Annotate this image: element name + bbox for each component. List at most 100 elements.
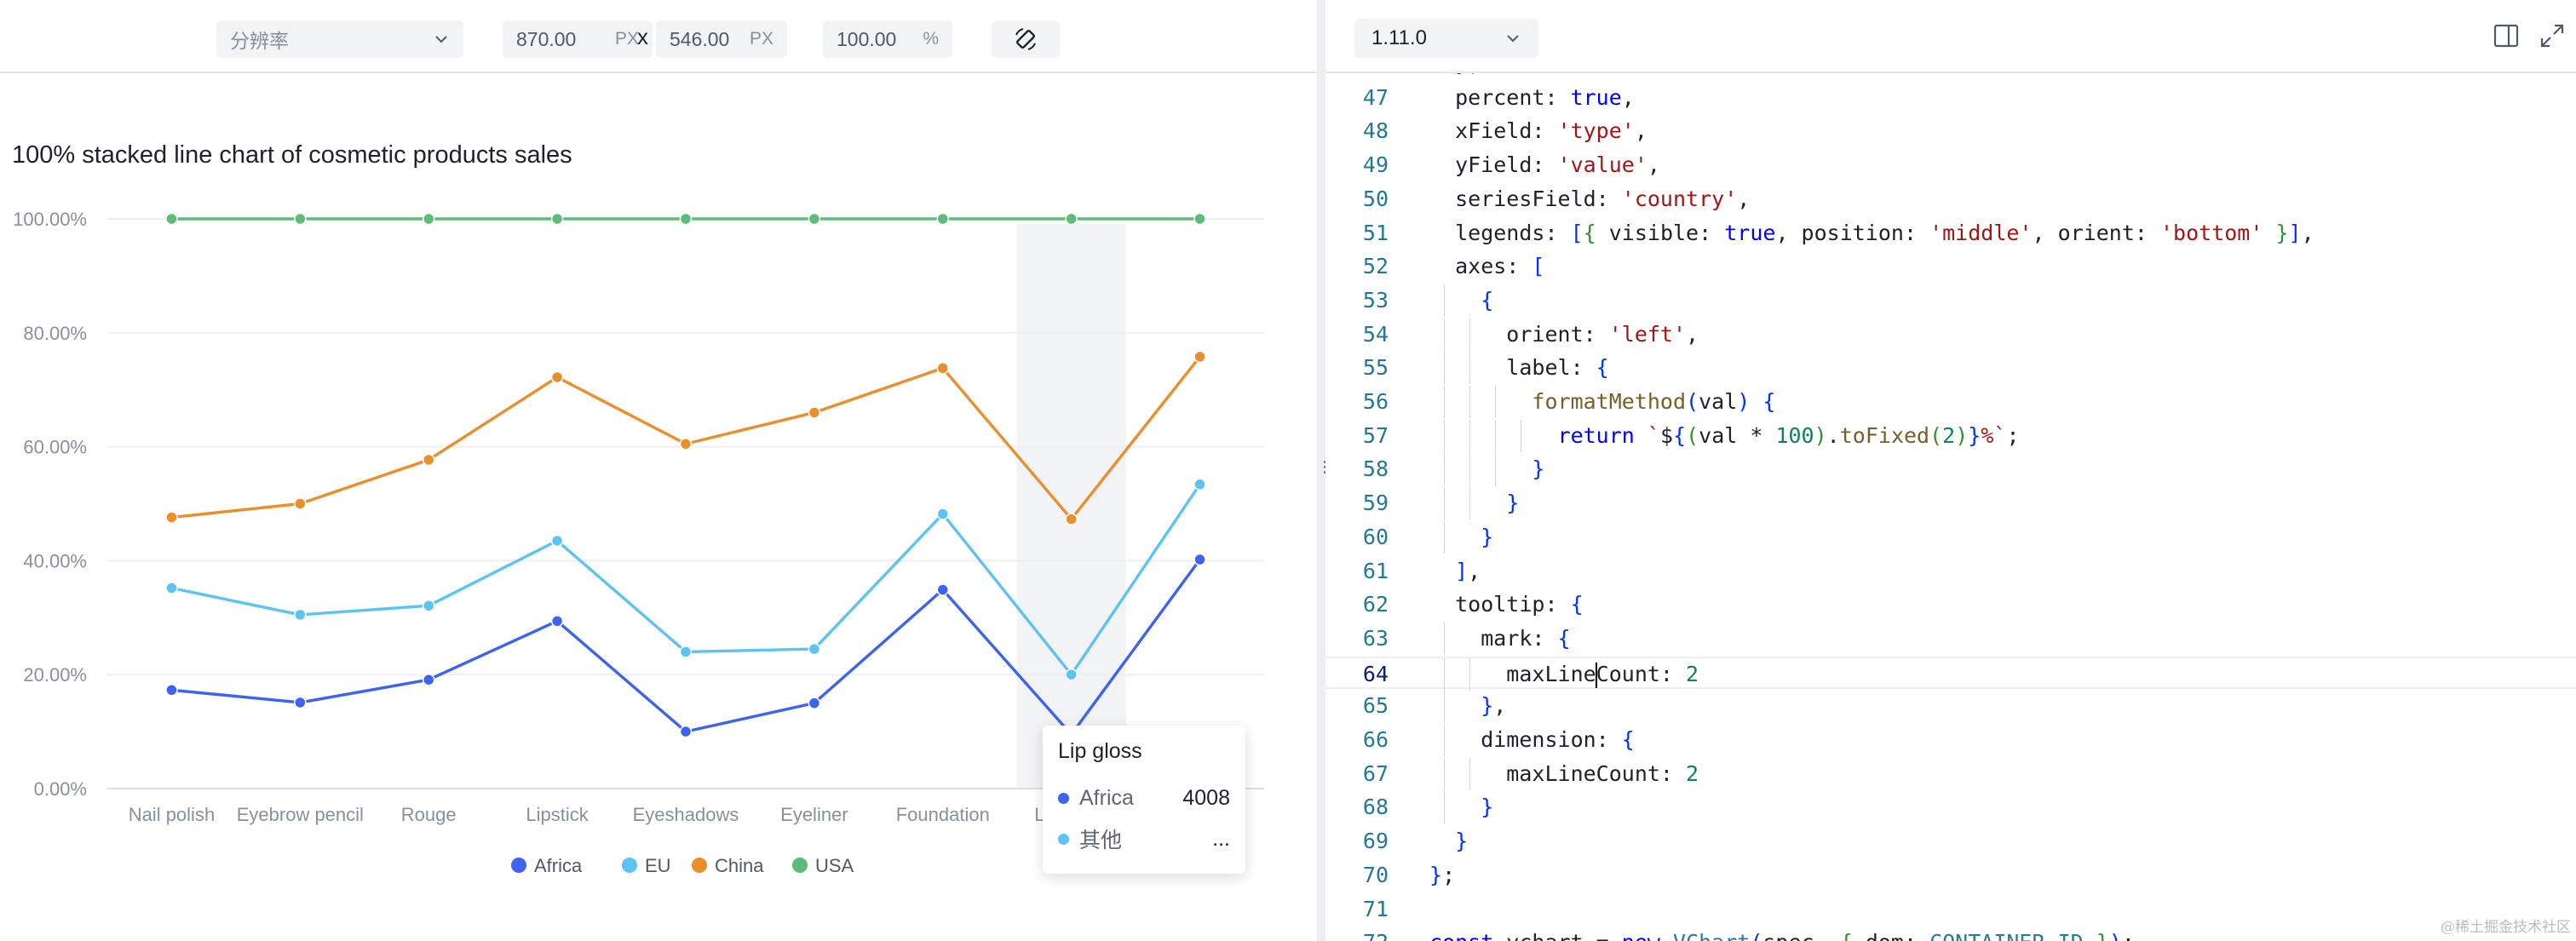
indent-guide [1444,419,1446,452]
code-line[interactable]: 47 percent: true, [1325,82,2576,114]
data-point [808,406,821,419]
data-point [550,534,564,548]
code-line[interactable]: 54 orient: 'left', [1325,318,2576,351]
code-text: } [1481,524,1494,549]
line-number: 50 [1362,186,1389,211]
line-number: 60 [1362,524,1389,549]
line-number: 55 [1362,355,1389,381]
indent-guide [1444,284,1446,317]
code-line[interactable]: 71 [1325,893,2576,926]
code-line[interactable]: 70}; [1325,859,2576,892]
y-tick-label: 60.00% [23,437,87,458]
crosshair-band [1016,224,1126,789]
indent-guide [1444,318,1446,351]
x-tick-label: Nail polish [129,804,216,825]
code-line[interactable]: 49 yField: 'value', [1325,149,2576,181]
code-line[interactable]: 59 } [1325,487,2576,520]
split-view-icon[interactable] [2493,22,2520,49]
code-line[interactable]: 67 maxLineCount: 2 [1325,757,2576,790]
code-line[interactable]: 72 const vchart = new VChart(spec, { dom:… [1325,927,2576,941]
code-text: } [1506,491,1520,516]
zoom-input[interactable]: 100.00 % [823,20,952,58]
code-line[interactable]: 48 xField: 'type', [1325,115,2576,147]
code-line[interactable]: 66 dimension: { [1325,724,2576,756]
data-point [165,684,178,697]
legend-marker [622,858,637,873]
indent-guide [1495,419,1497,452]
indent-guide [1444,520,1446,554]
drag-handle-icon[interactable]: ⋮ [1317,458,1332,475]
line-number: 65 [1362,693,1389,719]
pane-splitter[interactable] [1317,0,1325,941]
legend-item-label: USA [815,855,854,876]
x-tick-label: Foundation [896,804,990,825]
line-number: 47 [1362,84,1389,110]
line-number: 63 [1362,625,1389,651]
code-line[interactable]: 58 } [1325,453,2576,486]
indent-guide [1495,386,1497,418]
legend-marker [692,858,707,873]
data-point [936,508,950,520]
preview-pane: 分辨率 870.00 PX x 546.00 PX 100.00 % 100% … [0,20,1317,941]
data-point [1193,553,1206,566]
x-tick-label: Lipstick [526,804,589,825]
code-line[interactable]: 68 } [1325,791,2576,824]
line-number: 71 [1362,896,1389,921]
code-line[interactable]: 46 }, [1325,73,2576,80]
code-text: percent: true, [1429,84,1635,110]
code-text: }, [1481,693,1507,719]
line-chart[interactable]: 0.00% 20.00% 40.00% 60.00% 80.00% 100.00% Nail… [0,75,1317,941]
version-select[interactable]: 1.11.0 [1354,19,1538,58]
rotate-button[interactable] [992,20,1060,58]
line-number: 69 [1362,829,1389,854]
code-text: ], [1455,558,1481,583]
resolution-select[interactable]: 分辨率 [216,20,463,58]
code-line[interactable]: 57 return `${(val * 100).toFixed(2)}%`; [1325,419,2576,452]
code-editor[interactable]: 46 },47 percent: true,48 xField: 'type',… [1325,73,2576,941]
code-line[interactable]: 52 axes: [ [1325,250,2576,283]
code-line[interactable]: 61 ], [1325,555,2576,588]
indent-guide [1444,487,1446,520]
data-point [550,615,564,628]
height-input[interactable]: 546.00 PX [656,20,787,58]
code-text: label: { [1429,355,1609,381]
zoom-unit: % [923,29,939,49]
x-tick-label: Eyeshadows [633,804,739,825]
code-line[interactable]: 53 { [1325,284,2576,317]
code-text: maxLineCount: 2 [1429,661,1699,688]
data-point [1193,212,1206,226]
indent-guide [1444,352,1446,385]
tooltip-title: Lip gloss [1058,739,1142,763]
fullscreen-icon[interactable] [2539,22,2566,49]
line-number: 59 [1362,491,1389,516]
data-point [422,453,435,467]
data-point [422,212,435,226]
editor-pane: 1.11.0 46 },47 percent: true,48 xField: … [1325,0,2576,941]
width-input[interactable]: 870.00 PX [503,20,653,58]
code-line[interactable]: 60 } [1325,520,2576,554]
tooltip-value: ... [1212,826,1230,851]
chart-area: 100% stacked line chart of cosmetic prod… [0,75,1317,941]
code-line[interactable]: 63 mark: { [1325,622,2576,655]
code-line[interactable]: 64 maxLineCount: 2 [1325,656,2576,691]
data-point [1193,350,1206,364]
code-text: yField: 'value', [1429,152,1660,178]
chevron-down-icon [1507,35,1519,43]
data-point [165,582,178,594]
code-line[interactable]: 56 formatMethod(val) { [1325,386,2576,418]
data-point [936,583,950,596]
data-point [165,511,178,524]
indent-guide [1469,352,1471,385]
line-number: 70 [1362,862,1389,887]
width-value: 870.00 [516,27,577,50]
dimension-separator: x [637,24,648,49]
width-unit: PX [614,29,639,49]
code-line[interactable]: 69 } [1325,825,2576,858]
code-line[interactable]: 50 seriesField: 'country', [1325,183,2576,215]
line-number: 48 [1362,118,1389,144]
code-line[interactable]: 65 }, [1325,690,2576,723]
code-line[interactable]: 51 legends: [{ visible: true, position: … [1325,217,2576,250]
code-line[interactable]: 55 label: { [1325,352,2576,385]
text-cursor [1595,662,1597,688]
code-line[interactable]: 62 tooltip: { [1325,588,2576,621]
